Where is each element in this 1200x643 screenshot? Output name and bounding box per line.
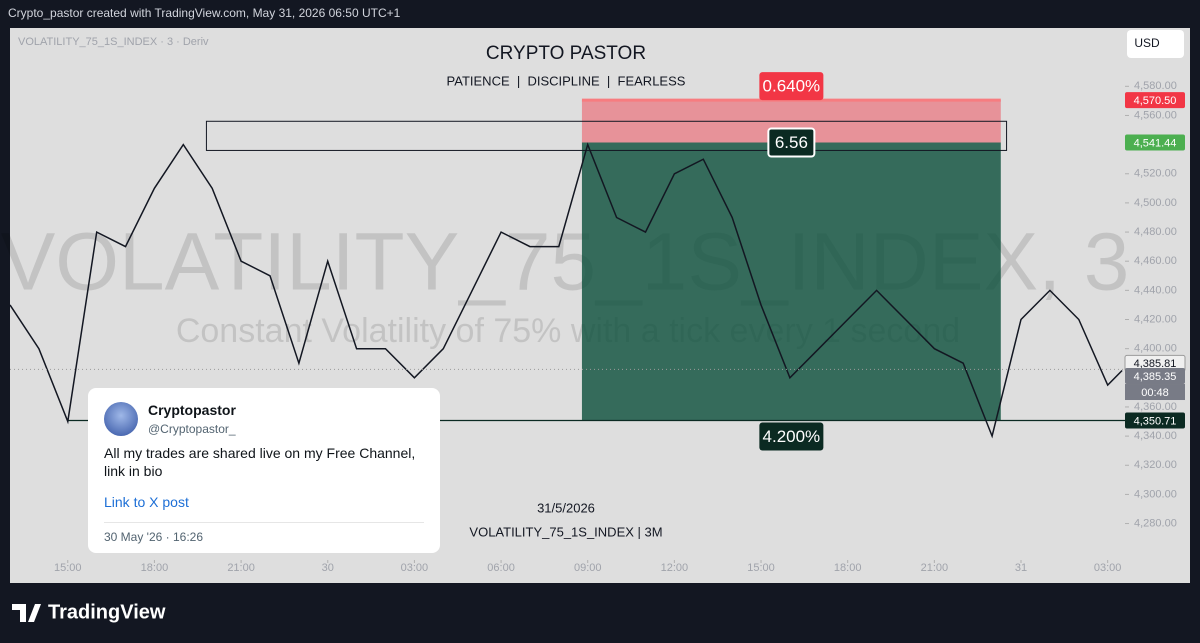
tweet-name: Cryptopastor xyxy=(148,402,236,418)
stop-label-box xyxy=(759,72,824,101)
logo-icon xyxy=(12,604,41,622)
price-label-box xyxy=(1125,368,1185,385)
target-label: 4.200% xyxy=(763,427,821,446)
header-text: Crypto_pastor created with TradingView.c… xyxy=(8,6,401,20)
y-tick-label: 4,280.00 xyxy=(1134,517,1177,529)
y-tick-label: 4,480.00 xyxy=(1134,226,1177,238)
y-tick-label: 4,300.00 xyxy=(1134,488,1177,500)
symbol-label: VOLATILITY_75_1S_INDEX · 3 · Deriv xyxy=(18,36,209,48)
tweet-text: All my trades are shared live on my Free… xyxy=(104,445,416,479)
price-label: 4,350.71 xyxy=(1134,415,1177,427)
y-tick-label: 4,560.00 xyxy=(1134,109,1177,121)
y-tick-label: 4,460.00 xyxy=(1134,255,1177,267)
x-tick-label: 15:00 xyxy=(54,562,82,574)
x-tick-label: 12:00 xyxy=(661,562,689,574)
ratio-label-box xyxy=(767,127,816,158)
tweet-date: 30 May '26 · 16:26 xyxy=(104,530,204,544)
y-tick-label: 4,400.00 xyxy=(1134,343,1177,355)
chart-subtitle: PATIENCE | DISCIPLINE | FEARLESS xyxy=(447,73,686,88)
plot-area xyxy=(9,98,1125,439)
price-label-box xyxy=(1125,92,1185,109)
x-tick-label: 03:00 xyxy=(1094,562,1122,574)
x-tick-label: 15:00 xyxy=(747,562,775,574)
x-tick-label: 30 xyxy=(322,562,334,574)
y-tick-label: 4,360.00 xyxy=(1134,401,1177,413)
x-tick-label: 18:00 xyxy=(141,562,169,574)
x-tick-label: 09:00 xyxy=(574,562,602,574)
price-line xyxy=(9,142,1123,439)
tweet-handle: @Cryptopastor_ xyxy=(148,422,236,436)
y-tick-label: 4,420.00 xyxy=(1134,313,1177,325)
price-label: 4,570.50 xyxy=(1134,95,1177,107)
header-bar xyxy=(0,0,1200,28)
currency-text[interactable]: USD xyxy=(1134,36,1160,50)
x-tick-label: 18:00 xyxy=(834,562,862,574)
price-label: 4,385.35 xyxy=(1134,371,1177,383)
x-tick-label: 21:00 xyxy=(227,562,255,574)
footer-brand: TradingView xyxy=(48,601,166,623)
price-label: 4,541.44 xyxy=(1134,137,1177,149)
y-tick-label: 4,500.00 xyxy=(1134,197,1177,209)
y-tick-label: 4,520.00 xyxy=(1134,168,1177,180)
chart-title: CRYPTO PASTOR xyxy=(486,43,646,64)
avatar xyxy=(104,402,138,436)
currency-button[interactable] xyxy=(1127,30,1184,58)
stop-label: 0.640% xyxy=(763,77,821,96)
y-tick-label: 4,340.00 xyxy=(1134,430,1177,442)
countdown-box xyxy=(1125,384,1185,401)
target-label-box xyxy=(759,422,824,451)
x-tick-label: 06:00 xyxy=(487,562,515,574)
tradingview-logo: TradingView xyxy=(12,601,166,623)
x-tick-label: 21:00 xyxy=(921,562,949,574)
countdown: 00:48 xyxy=(1141,387,1169,399)
footer-bar xyxy=(0,583,1200,643)
symbol-footer: VOLATILITY_75_1S_INDEX | 3M xyxy=(469,524,662,539)
separator xyxy=(104,522,424,523)
x-tick-label: 31 xyxy=(1015,562,1027,574)
x-tick-label: 03:00 xyxy=(401,562,429,574)
y-tick-label: 4,580.00 xyxy=(1134,80,1177,92)
drawn-rectangle xyxy=(205,120,1008,151)
date-label: 31/5/2026 xyxy=(537,500,595,515)
y-tick-label: 4,440.00 xyxy=(1134,284,1177,296)
price-label: 4,385.81 xyxy=(1134,358,1177,370)
price-label-box xyxy=(1125,134,1185,151)
y-tick-label: 4,320.00 xyxy=(1134,459,1177,471)
target-zone xyxy=(581,142,1001,421)
tweet-card: Cryptopastor @Cryptopastor_ All my trade… xyxy=(88,388,440,553)
ratio-label: 6.56 xyxy=(775,133,808,152)
tweet-link[interactable]: Link to X post xyxy=(104,494,189,510)
price-label-box xyxy=(1125,412,1185,429)
